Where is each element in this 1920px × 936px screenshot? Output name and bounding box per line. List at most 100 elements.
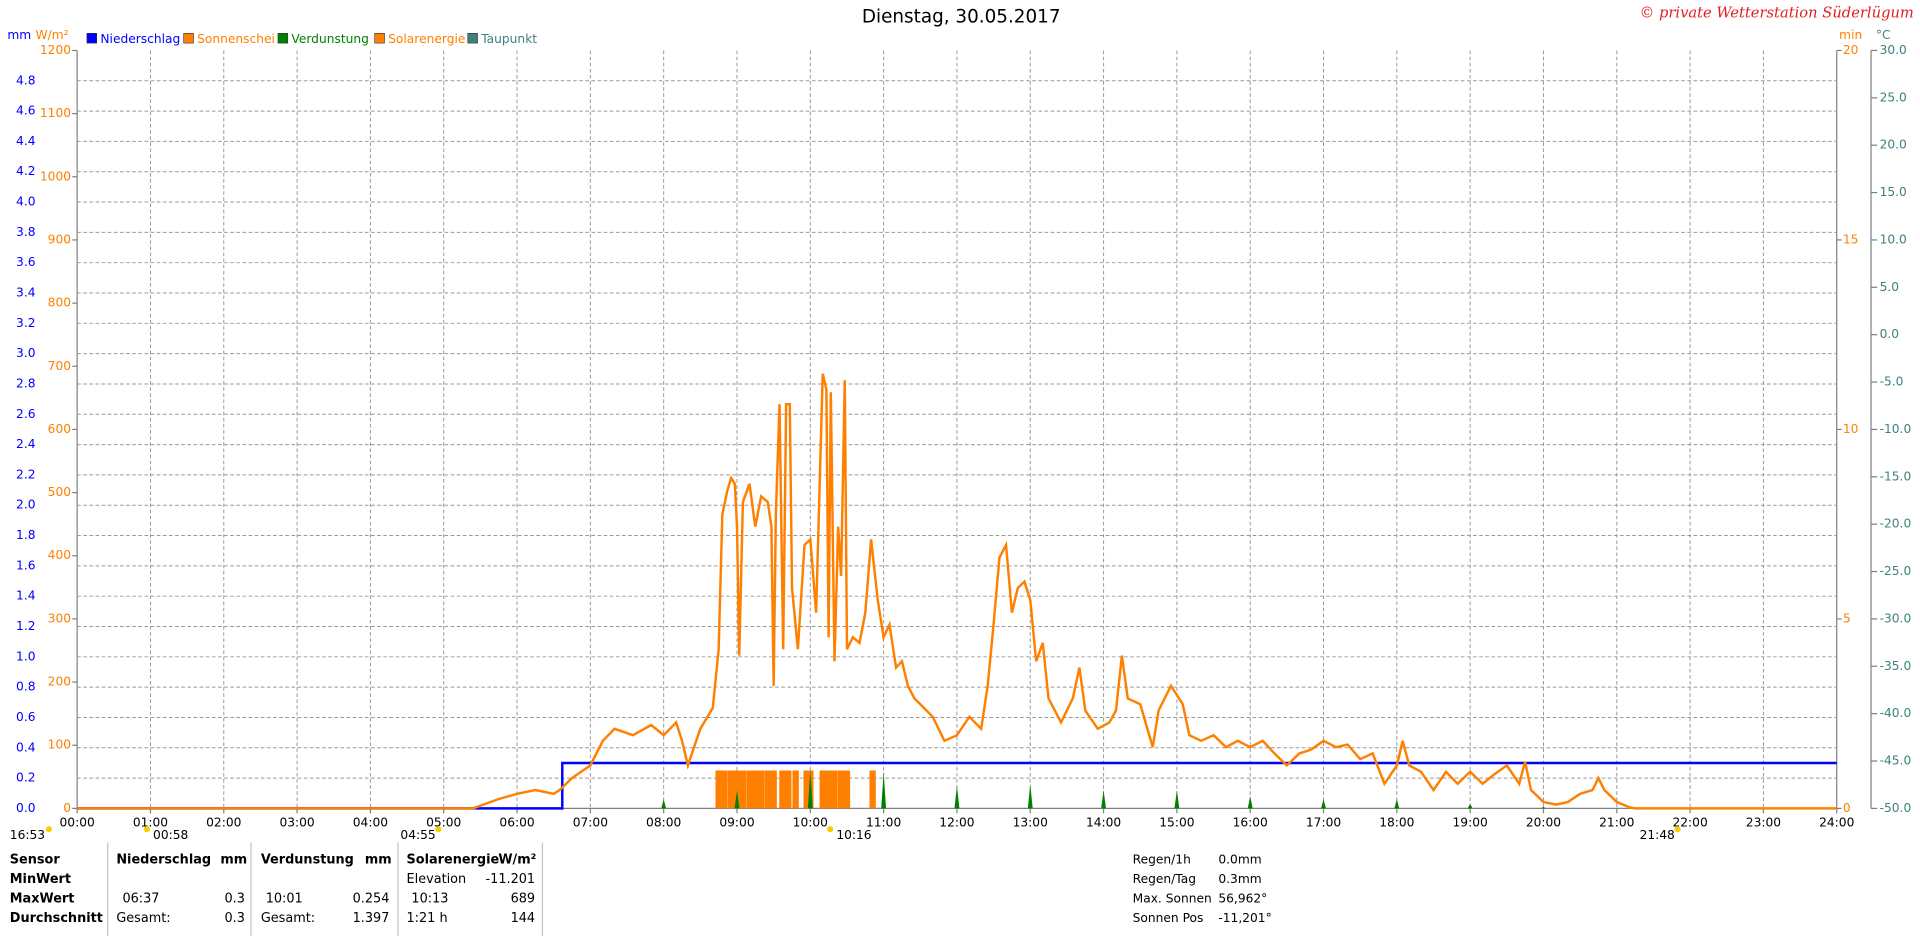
y-tick-label: 4.6 bbox=[16, 104, 36, 118]
legend-label: Niederschlag bbox=[100, 32, 180, 46]
x-tick-label: 15:00 bbox=[1159, 816, 1194, 830]
evaporation-spike bbox=[734, 790, 740, 809]
y2-tick-label: 1000 bbox=[40, 169, 71, 183]
y2-tick-label: 200 bbox=[48, 675, 71, 689]
time-annotation: 21:48 bbox=[1640, 828, 1675, 842]
y4-tick-label: -35.0 bbox=[1880, 659, 1912, 673]
y2-tick-label: 800 bbox=[48, 296, 71, 310]
y2-tick-label: 0 bbox=[63, 801, 71, 815]
y4-tick-label: 25.0 bbox=[1880, 90, 1907, 104]
y2-tick-label: 300 bbox=[48, 611, 71, 625]
time-annotation: 04:55 bbox=[400, 828, 435, 842]
y-tick-label: 1.8 bbox=[16, 528, 35, 542]
stats-cell: 689 bbox=[511, 892, 536, 907]
x-tick-label: 23:00 bbox=[1746, 816, 1781, 830]
y4-tick-label: 30.0 bbox=[1880, 43, 1907, 57]
y3-tick-label: 0 bbox=[1843, 801, 1851, 815]
legend-label: Taupunkt bbox=[480, 32, 537, 46]
stats-cell: mm bbox=[365, 852, 392, 867]
sunshine-bar bbox=[819, 770, 826, 809]
y2-tick-label: 600 bbox=[48, 422, 71, 436]
y2-tick-label: 900 bbox=[48, 232, 71, 246]
sunshine-bar bbox=[831, 770, 838, 809]
sun-info: 0.3mm bbox=[1218, 872, 1261, 886]
y4-tick-label: 10.0 bbox=[1880, 232, 1907, 246]
y-tick-label: 1.4 bbox=[16, 589, 36, 603]
evaporation-spike bbox=[1467, 803, 1473, 809]
y-tick-label: 1.2 bbox=[16, 619, 35, 633]
x-tick-label: 05:00 bbox=[426, 816, 461, 830]
x-tick-label: 03:00 bbox=[279, 816, 314, 830]
credit: © private Wetterstation Süderlügum bbox=[1640, 5, 1914, 22]
x-tick-label: 10:00 bbox=[793, 816, 828, 830]
legend-swatch bbox=[277, 32, 289, 44]
stats-cell: Gesamt: bbox=[261, 911, 315, 926]
y-tick-label: 4.0 bbox=[16, 195, 35, 209]
x-tick-label: 01:00 bbox=[133, 816, 168, 830]
y-tick-label: 2.2 bbox=[16, 467, 35, 481]
y2-tick-label: 100 bbox=[48, 738, 71, 752]
y-tick-label: 0.4 bbox=[16, 740, 36, 754]
evaporation-spike bbox=[1101, 790, 1107, 809]
x-tick-label: 14:00 bbox=[1086, 816, 1121, 830]
stats-cell: mm bbox=[220, 852, 247, 867]
stats-cell: Sensor bbox=[10, 852, 61, 867]
sunshine-bar bbox=[752, 770, 759, 809]
evaporation-spike bbox=[807, 770, 813, 809]
x-tick-label: 02:00 bbox=[206, 816, 241, 830]
legend-label: Verdunstung bbox=[291, 32, 368, 46]
y4-tick-label: -15.0 bbox=[1880, 469, 1912, 483]
y2-tick-label: 400 bbox=[48, 548, 71, 562]
y-tick-label: 3.4 bbox=[16, 285, 36, 299]
time-marker bbox=[1674, 826, 1681, 833]
stats-cell: 0.254 bbox=[353, 892, 390, 907]
y-tick-label: 1.6 bbox=[16, 558, 36, 572]
stats-cell: Solarenergie bbox=[407, 852, 500, 867]
y-tick-label: 4.2 bbox=[16, 164, 35, 178]
sun-info: -11,201° bbox=[1218, 911, 1271, 925]
y4-tick-label: -10.0 bbox=[1880, 422, 1912, 436]
y4-tick-label: -40.0 bbox=[1880, 706, 1912, 720]
x-tick-label: 09:00 bbox=[719, 816, 754, 830]
evaporation-spike bbox=[1541, 806, 1546, 809]
sunshine-bar bbox=[785, 770, 792, 809]
x-tick-label: 00:00 bbox=[60, 816, 95, 830]
sun-info: 56,962° bbox=[1218, 892, 1267, 906]
y4-tick-label: -50.0 bbox=[1880, 801, 1912, 815]
stats-cell: -11.201 bbox=[486, 872, 536, 887]
sunshine-bar bbox=[715, 770, 722, 809]
stats-cell: 10:13 bbox=[411, 892, 448, 907]
sunshine-bar bbox=[869, 770, 876, 809]
stats-cell: Gesamt: bbox=[116, 911, 170, 926]
legend-swatch bbox=[86, 32, 98, 44]
legend-swatch bbox=[467, 32, 478, 44]
chart-title: Dienstag, 30.05.2017 bbox=[862, 6, 1061, 27]
x-tick-label: 07:00 bbox=[573, 816, 608, 830]
stats-cell: Niederschlag bbox=[116, 852, 211, 867]
y-tick-label: 2.4 bbox=[16, 437, 36, 451]
sunshine-bar bbox=[843, 770, 851, 809]
y2-tick-label: 700 bbox=[48, 359, 71, 373]
stats-cell: 0.3 bbox=[224, 911, 244, 926]
evaporation-spike bbox=[1247, 796, 1253, 809]
y4-tick-label: 20.0 bbox=[1880, 138, 1907, 152]
sunshine-bar bbox=[825, 770, 832, 809]
stats-cell: 1:21 h bbox=[407, 911, 448, 926]
stats-cell: 06:37 bbox=[122, 892, 159, 907]
evaporation-spike bbox=[1174, 790, 1180, 809]
y3-tick-label: 20 bbox=[1843, 43, 1859, 57]
evaporation-spike bbox=[1027, 784, 1033, 809]
x-tick-label: 16:00 bbox=[1233, 816, 1268, 830]
stats-cell: MaxWert bbox=[10, 892, 75, 907]
sun-info: Regen/Tag bbox=[1133, 872, 1196, 886]
y-tick-label: 2.8 bbox=[16, 376, 35, 390]
stats-cell: Durchschnitt bbox=[10, 911, 103, 926]
sun-info: Regen/1h bbox=[1133, 852, 1191, 866]
time-marker bbox=[827, 826, 834, 833]
y3-tick-label: 15 bbox=[1843, 232, 1859, 246]
stats-cell: MinWert bbox=[10, 872, 71, 887]
stats-cell: W/m² bbox=[498, 852, 536, 867]
